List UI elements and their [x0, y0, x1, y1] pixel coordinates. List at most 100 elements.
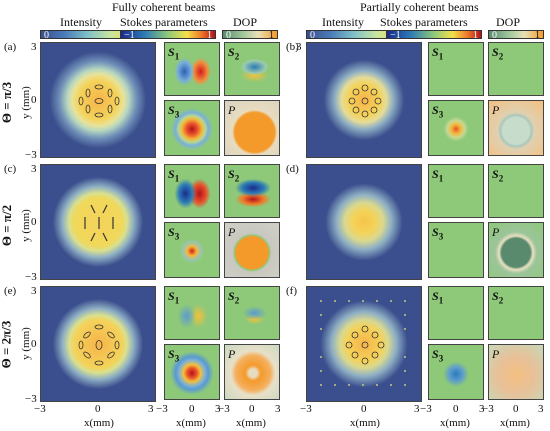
y-tick-mid-a: 0 — [31, 94, 37, 106]
panel-label-e: (e) — [4, 285, 17, 297]
panel-c-s3: S3 — [164, 222, 220, 278]
panel-c-dop: P — [224, 222, 280, 278]
s3-label: S3 — [432, 103, 444, 120]
s2-label: S2 — [492, 289, 504, 306]
panel-b-s1: S1 — [428, 42, 484, 96]
polarization-lines-c — [84, 204, 114, 242]
panel-a-dop: P — [224, 100, 280, 156]
y-tick-bot-c: −3 — [25, 271, 37, 283]
s2-label: S2 — [228, 289, 240, 306]
panel-label-a: (a) — [4, 41, 17, 53]
x-tick-pos-e: 3 — [148, 403, 154, 415]
row-label-pi-3: Θ = π/3 — [0, 81, 15, 124]
fully-coherent-header: Fully coherent beams — [112, 0, 216, 14]
small2-x-tick-zero-f: 0 — [513, 403, 519, 415]
panel-e-intensity — [40, 286, 156, 402]
stokes-max-tick: 1 — [473, 30, 478, 41]
dop-max-tick: 1 — [269, 30, 274, 41]
s3-label: S3 — [432, 347, 444, 364]
s3-label: S3 — [168, 103, 180, 120]
dop-colorbar-right: 0 1 — [488, 30, 544, 41]
x-axis-label-e-s: x(mm) — [176, 417, 206, 429]
panel-d-dop: P — [488, 222, 544, 278]
dop-colorbar-left: 0 1 — [222, 30, 278, 41]
panel-label-c: (c) — [4, 163, 17, 175]
dop-title-right: DOP — [496, 15, 521, 29]
s1-label: S1 — [432, 289, 444, 306]
polarization-ellipses-e — [78, 324, 120, 366]
panel-e-s3: S3 — [164, 344, 220, 400]
stokes-max-tick: 1 — [207, 30, 212, 41]
p-label: P — [228, 347, 236, 361]
small2-x-tick-pos-e: 3 — [275, 403, 281, 415]
stokes-title-right: Stokes parameters — [380, 15, 468, 29]
panel-a-s1: S1 — [164, 42, 220, 96]
panel-f-s1: S1 — [428, 286, 484, 340]
x-axis-label-f: x(mm) — [350, 417, 380, 429]
panel-f-s2: S2 — [488, 286, 544, 340]
small2-x-tick-pos-f: 3 — [538, 403, 544, 415]
x-tick-neg-e: −3 — [34, 403, 46, 415]
y-tick-bot-a: −3 — [25, 149, 37, 161]
p-label: P — [492, 103, 500, 117]
panel-label-d: (d) — [286, 163, 299, 175]
small2-x-tick-zero-e: 0 — [249, 403, 255, 415]
y-tick-top-a: 3 — [31, 41, 37, 53]
x-tick-neg-f: −3 — [300, 403, 312, 415]
s2-label: S2 — [228, 45, 240, 62]
stokes-title-left: Stokes parameters — [120, 15, 208, 29]
y-tick-top-b: 3 — [296, 41, 302, 53]
x-axis-label-f-s: x(mm) — [440, 417, 470, 429]
stokes-colorbar-left: −1 1 — [120, 30, 216, 41]
p-label: P — [228, 225, 236, 239]
x-axis-label-e-p: x(mm) — [236, 417, 266, 429]
small-x-tick-neg-f: −3 — [420, 403, 432, 415]
intensity-title-right: Intensity — [322, 15, 364, 29]
s3-label: S3 — [168, 347, 180, 364]
panel-d-s2: S2 — [488, 164, 544, 218]
row-label-pi-2: Θ = π/2 — [0, 204, 15, 247]
small-x-tick-zero-e: 0 — [189, 403, 195, 415]
polarization-ellipses-f — [320, 300, 406, 386]
dop-title-left: DOP — [233, 15, 258, 29]
p-label: P — [492, 225, 500, 239]
y-tick-top-c: 3 — [31, 163, 37, 175]
panel-e-s1: S1 — [164, 286, 220, 340]
x-axis-label-e: x(mm) — [84, 417, 114, 429]
s2-label: S2 — [492, 45, 504, 62]
panel-e-s2: S2 — [224, 286, 280, 340]
s2-label: S2 — [228, 167, 240, 184]
x-axis-label-f-p: x(mm) — [500, 417, 530, 429]
panel-a-intensity — [40, 42, 156, 158]
intensity-min-tick: 0 — [44, 30, 49, 41]
polarization-ellipses-b — [348, 84, 382, 118]
panel-c-s2: S2 — [224, 164, 280, 218]
panel-a-s2: S2 — [224, 42, 280, 96]
dop-min-tick: 0 — [226, 30, 231, 41]
panel-f-dop: P — [488, 344, 544, 400]
stokes-min-tick: −1 — [390, 30, 401, 41]
panel-f-s3: S3 — [428, 344, 484, 400]
stokes-colorbar-right: −1 1 — [386, 30, 482, 41]
small-x-tick-zero-f: 0 — [453, 403, 459, 415]
panel-b-intensity — [306, 42, 422, 158]
y-tick-top-e: 3 — [31, 285, 37, 297]
panel-label-f: (f) — [286, 285, 297, 297]
small-x-tick-pos-e: 3 — [215, 403, 221, 415]
dop-max-tick: 1 — [535, 30, 540, 41]
s3-label: S3 — [168, 225, 180, 242]
small-x-tick-pos-f: 3 — [479, 403, 485, 415]
stokes-min-tick: −1 — [124, 30, 135, 41]
panel-f-intensity — [306, 286, 422, 402]
panel-c-intensity — [40, 164, 156, 280]
partially-coherent-header: Partially coherent beams — [360, 0, 479, 14]
panel-b-s2: S2 — [488, 42, 544, 96]
s2-label: S2 — [492, 167, 504, 184]
panel-a-s3: S3 — [164, 100, 220, 156]
intensity-title-left: Intensity — [60, 15, 102, 29]
y-tick-mid-e: 0 — [31, 338, 37, 350]
panel-c-s1: S1 — [164, 164, 220, 218]
panel-d-intensity — [306, 164, 422, 280]
panel-d-s1: S1 — [428, 164, 484, 218]
